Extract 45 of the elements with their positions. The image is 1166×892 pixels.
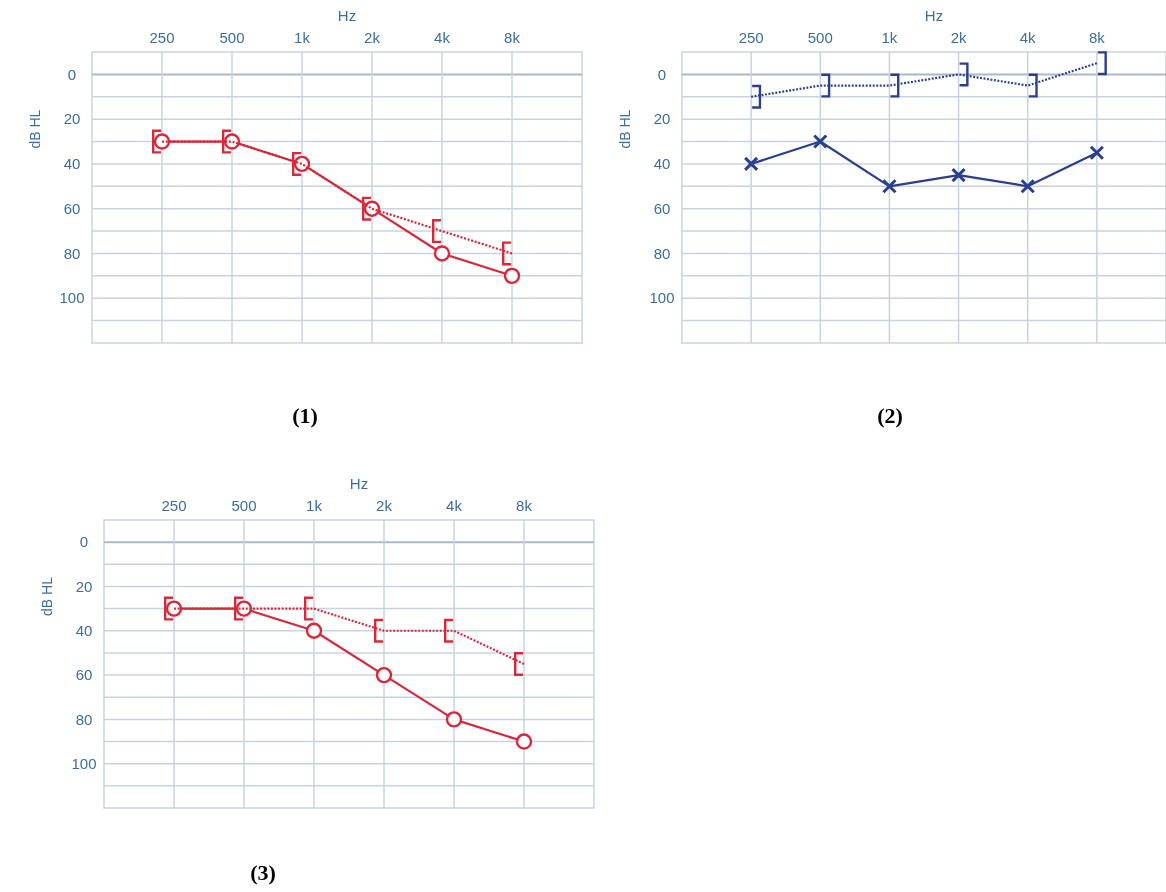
x-tick-label: 8k [516,497,533,514]
y-tick-label: 60 [653,199,671,217]
y-tick-label: 100 [59,289,85,307]
y-tick-label: 20 [75,577,93,595]
x-axis-title: Hz [337,7,357,24]
x-tick-label: 8k [1088,29,1106,46]
y-tick-label: 0 [657,65,667,83]
y-tick-label: 0 [67,65,77,83]
y-tick-label: 40 [653,155,671,173]
x-tick-label: 250 [149,29,175,46]
x-tick-label: 500 [219,29,245,46]
y-tick-label: 100 [649,289,675,307]
y-tick-label: 0 [79,533,89,551]
x-tick-label: 1k [306,497,323,514]
x-tick-label: 4k [446,497,463,514]
y-tick-label: 40 [63,155,81,173]
x-tick-label: 2k [376,497,393,514]
x-tick-label: 500 [807,29,833,46]
x-tick-label: 1k [294,29,311,46]
y-tick-label: 80 [653,244,671,262]
x-tick-label: 1k [881,29,898,46]
x-tick-label: 4k [1019,29,1037,46]
x-tick-label: 250 [738,29,764,46]
text: (3) [250,860,276,885]
x-axis-title: Hz [349,475,369,492]
y-tick-label: 20 [63,110,81,128]
y-tick-label: 80 [75,710,93,728]
y-tick-label: 60 [75,666,93,684]
x-tick-label: 4k [434,29,451,46]
y-tick-label: 40 [75,622,93,640]
y-axis-title: dB HL [27,109,43,149]
y-tick-label: 80 [63,244,81,262]
x-tick-label: 2k [364,29,381,46]
text: (1) [292,403,318,428]
y-axis-title: dB HL [617,109,633,149]
x-tick-label: 500 [231,497,257,514]
x-tick-label: 2k [950,29,967,46]
y-tick-label: 20 [653,110,671,128]
x-tick-label: 8k [504,29,521,46]
y-tick-label: 60 [63,199,81,217]
text: (2) [877,403,903,428]
y-tick-label: 100 [71,754,97,772]
x-axis-title: Hz [924,7,944,24]
x-tick-label: 250 [161,497,187,514]
y-axis-title: dB HL [39,576,55,616]
